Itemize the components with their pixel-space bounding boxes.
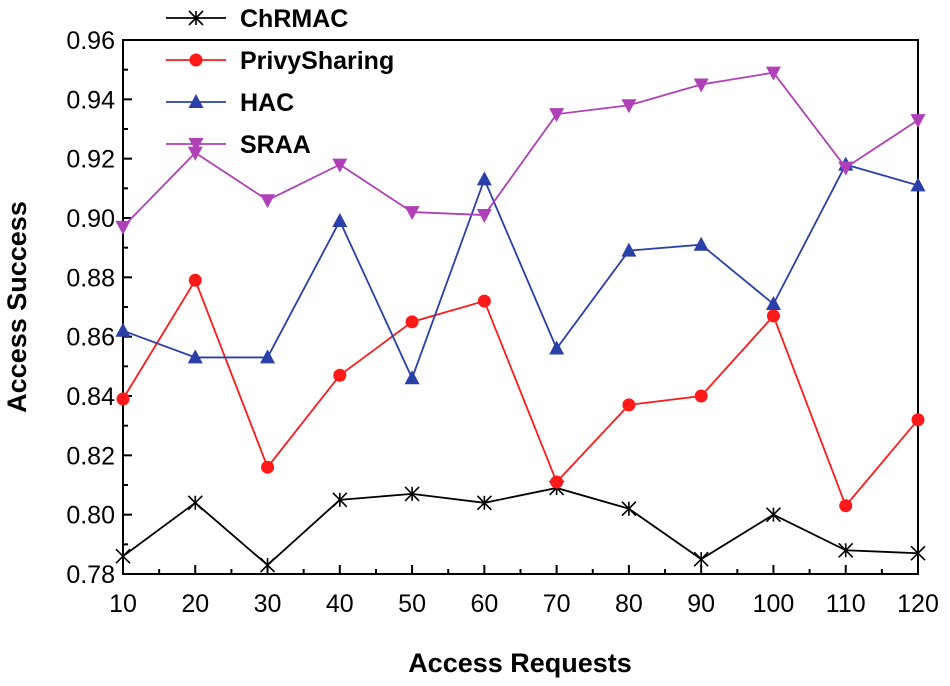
data-point-privysharing [405,315,419,329]
legend-item-privysharing: PrivySharing [166,47,394,75]
data-point-hac [404,370,420,385]
data-point-hac [115,322,131,337]
data-point-privysharing [766,309,780,323]
data-point-sraa [260,194,276,209]
y-tick-label: 0.94 [66,86,115,114]
data-point-privysharing [550,475,564,489]
data-point-hac [621,242,637,257]
data-point-chrmac [259,557,276,573]
legend-item-chrmac: ChRMAC [166,5,348,33]
data-point-chrmac [910,545,926,561]
data-point-privysharing [911,413,925,427]
data-point-sraa [765,66,781,81]
data-point-chrmac [115,548,131,564]
axis-tick-labels: 0.78 0.80 0.82 0.84 0.86 0.88 0.90 0.92 0.94 0.96… [66,27,939,618]
data-point-hac [693,236,709,251]
data-point-hac [910,177,926,192]
x-tick-label: 80 [615,590,643,618]
legend-item-sraa: SRAA [166,131,311,159]
data-point-chrmac [765,507,782,523]
x-axis-title: Access Requests [408,648,632,678]
series-line-privysharing [122,278,919,508]
y-tick-label: 0.84 [66,383,115,411]
series-chrmac [115,480,926,573]
legend-label-privysharing: PrivySharing [240,47,394,75]
x-tick-label: 70 [543,590,571,618]
data-point-hac [549,340,565,355]
legend-label-hac: HAC [240,89,294,117]
data-point-chrmac [187,495,203,511]
data-point-sraa [115,220,131,235]
data-point-privysharing [188,273,202,287]
legend-marker-privysharing [189,53,203,67]
y-tick-label: 0.96 [66,27,115,55]
x-tick-label: 110 [826,590,866,618]
data-point-privysharing [116,392,130,406]
x-tick-label: 10 [109,590,137,618]
series-line-sraa [122,71,919,228]
series-sraa [115,66,926,235]
data-point-privysharing [261,460,275,474]
y-tick-label: 0.78 [66,561,115,589]
series-layer [115,66,926,573]
data-point-privysharing [839,499,853,513]
series-hac [115,156,926,385]
data-point-sraa [621,99,637,114]
data-point-sraa [404,206,420,221]
data-point-sraa [693,78,709,93]
legend-item-hac: HAC [166,89,294,117]
legend-marker-chrmac [188,10,204,26]
series-line-hac [122,163,919,381]
data-point-privysharing [333,368,347,382]
data-point-chrmac [838,542,854,558]
y-tick-label: 0.82 [66,442,115,470]
y-tick-label: 0.80 [66,502,115,530]
axis-ticks [122,39,919,575]
x-tick-label: 60 [470,590,498,618]
data-point-chrmac [404,486,420,502]
x-tick-label: 120 [897,590,939,618]
x-tick-label: 30 [254,590,282,618]
data-point-chrmac [621,501,637,517]
data-point-privysharing [694,389,708,403]
y-axis-title: Access Success [2,201,32,413]
legend-label-sraa: SRAA [240,131,311,159]
data-point-hac [765,296,781,311]
data-point-hac [332,212,348,227]
data-point-privysharing [622,398,636,412]
y-tick-label: 0.90 [66,205,115,233]
data-point-sraa [332,158,348,173]
legend-marker-sraa [188,138,204,152]
data-point-sraa [187,146,203,161]
data-point-sraa [910,114,926,129]
data-point-sraa [838,161,854,176]
x-tick-label: 20 [181,590,209,618]
data-point-hac [260,349,276,364]
x-tick-label: 90 [687,590,715,618]
data-point-chrmac [693,551,709,567]
data-point-sraa [476,209,492,224]
data-point-chrmac [476,495,492,511]
data-point-sraa [549,108,565,123]
data-point-privysharing [477,294,491,308]
x-tick-label: 50 [398,590,426,618]
series-privysharing [116,273,925,513]
data-point-hac [476,171,492,186]
data-point-hac [187,349,203,364]
y-tick-label: 0.88 [66,264,115,292]
series-line-chrmac [122,487,919,567]
legend-marker-hac [188,94,204,108]
y-tick-label: 0.86 [66,324,115,352]
data-point-chrmac [332,492,348,508]
x-tick-label: 40 [326,590,354,618]
legend: ChRMAC PrivySharing HAC SRAA [166,5,394,159]
y-tick-label: 0.92 [66,146,115,174]
x-tick-label: 100 [753,590,795,618]
legend-label-chrmac: ChRMAC [240,5,348,33]
plot-frame [122,39,919,575]
